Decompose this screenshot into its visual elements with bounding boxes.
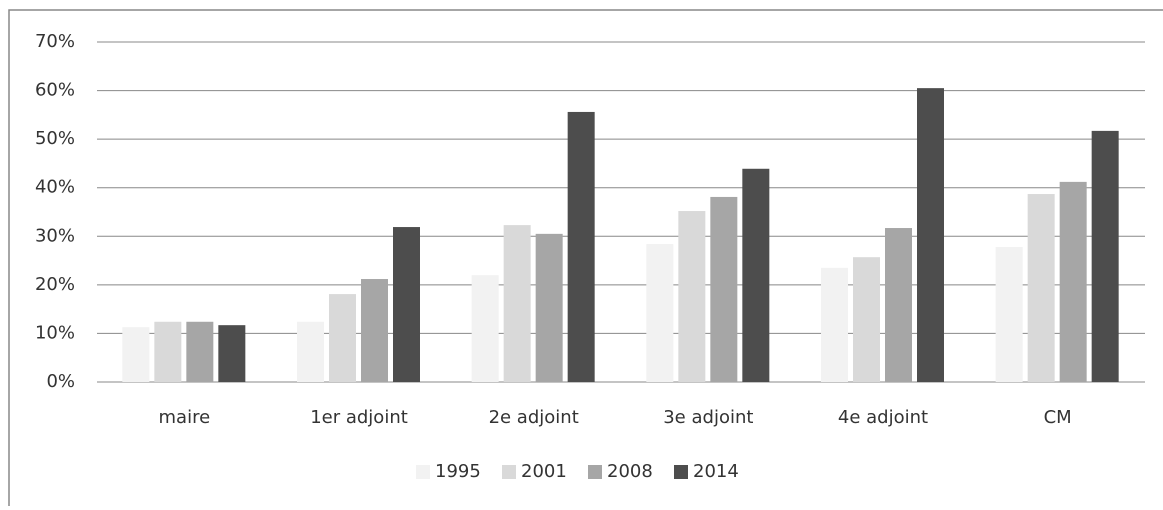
legend-swatch — [674, 465, 688, 479]
bar — [122, 327, 150, 382]
y-tick-label: 30% — [35, 225, 75, 246]
chart-frame — [8, 9, 1163, 506]
bar — [853, 257, 880, 382]
bar — [646, 244, 674, 382]
x-tick-label: 2e adjoint — [489, 407, 579, 428]
legend-swatch — [588, 465, 602, 479]
bar — [471, 275, 499, 382]
y-tick-label: 60% — [35, 80, 75, 101]
x-tick-label: 1er adjoint — [310, 407, 408, 428]
bar — [1027, 194, 1055, 382]
x-tick-label: 4e adjoint — [838, 407, 928, 428]
bar — [710, 196, 738, 382]
y-tick-label: 10% — [35, 322, 75, 343]
legend-label: 1995 — [435, 461, 481, 482]
legend-swatch — [502, 465, 516, 479]
bar — [995, 246, 1023, 382]
bar — [742, 168, 770, 382]
x-tick-label: 3e adjoint — [663, 407, 753, 428]
bar — [186, 321, 214, 382]
bar — [218, 325, 246, 382]
y-tick-label: 20% — [35, 274, 75, 295]
bar — [154, 321, 182, 382]
y-tick-label: 40% — [35, 177, 75, 198]
legend-label: 2014 — [693, 461, 739, 482]
bar — [885, 228, 912, 382]
bar — [361, 279, 388, 382]
bar — [1091, 130, 1119, 382]
x-tick-label: maire — [159, 407, 211, 428]
legend-label: 2001 — [521, 461, 567, 482]
bar — [917, 88, 944, 383]
y-tick-label: 0% — [46, 371, 75, 392]
y-tick-label: 50% — [35, 128, 75, 149]
y-tick-label: 70% — [35, 31, 75, 52]
bar — [567, 111, 595, 382]
bar — [393, 227, 420, 382]
bar — [821, 267, 848, 382]
bar — [1059, 181, 1087, 382]
bar — [678, 211, 706, 382]
legend-swatch — [416, 465, 430, 479]
bar — [503, 225, 531, 382]
x-tick-label: CM — [1044, 407, 1072, 428]
bar — [535, 233, 563, 382]
bar — [329, 294, 356, 382]
legend-label: 2008 — [607, 461, 653, 482]
bar — [297, 321, 324, 382]
